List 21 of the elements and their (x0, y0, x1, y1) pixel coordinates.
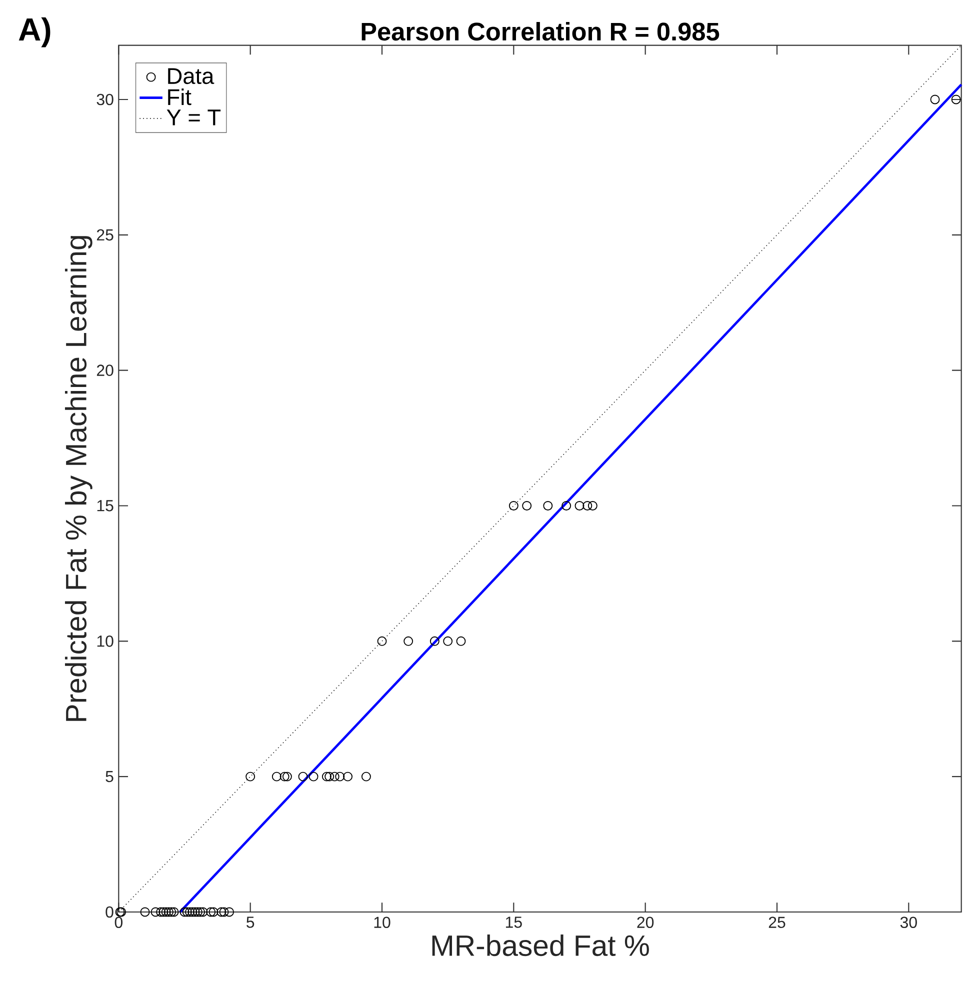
x-tick-label: 0 (114, 916, 122, 928)
x-tick-label: 20 (637, 916, 654, 928)
legend-label: Fit (168, 88, 192, 106)
y-tick-label: 20 (96, 364, 114, 376)
text: A) (18, 17, 50, 48)
x-tick-label: 10 (374, 916, 390, 928)
x-tick-label: 5 (246, 916, 254, 928)
y-tick-label: 10 (97, 636, 114, 647)
chart-title: Pearson Correlation R = 0.985 (362, 22, 720, 41)
x-tick-label: 30 (900, 916, 917, 928)
y-tick-label: 5 (106, 771, 114, 782)
y-axis-title: Predicted Fat % by Machine Learning (64, 236, 92, 721)
x-tick-label: 25 (768, 916, 786, 928)
legend-label: Data (168, 68, 214, 84)
y-tick-label: 15 (97, 500, 114, 512)
y-tick-label: 25 (96, 229, 114, 241)
x-tick-label: 15 (506, 916, 522, 928)
y-tick-label: 30 (96, 94, 114, 106)
y-tick-label: 0 (106, 906, 114, 918)
legend-label: Y = T (166, 110, 221, 126)
x-axis-title: MR-based Fat % (432, 934, 649, 956)
